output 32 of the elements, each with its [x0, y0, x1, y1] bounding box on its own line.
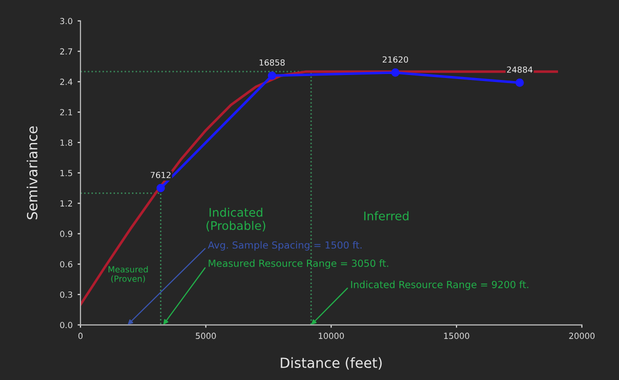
point	[391, 68, 400, 77]
y-tick-label: 2.1	[60, 109, 72, 116]
y-axis-title: Semivariance	[26, 126, 38, 220]
x-tick-label: 0	[78, 332, 83, 339]
annotation: Measured Resource Range = 3050 ft.	[208, 259, 388, 269]
y-tick-label: 3.0	[60, 18, 72, 24]
point	[156, 184, 165, 192]
annotation: Indicated (Probable)	[206, 208, 266, 232]
annotation: Indicated Resource Range = 9200 ft.	[351, 280, 528, 290]
y-tick-label: 0.9	[60, 230, 72, 237]
y-tick-label: 0.6	[60, 261, 72, 268]
annotation: 21620	[382, 56, 408, 63]
y-tick-label: 1.5	[60, 170, 72, 176]
y-tick-label: 1.2	[60, 200, 72, 206]
point	[268, 71, 276, 80]
annotation: 24884	[507, 66, 532, 73]
point	[516, 78, 524, 87]
y-tick-label: 2.7	[60, 48, 72, 54]
x-tick-label: 5000	[196, 332, 216, 339]
y-tick-label: 0.0	[60, 322, 72, 328]
annotation: Avg. Sample Spacing = 1500 ft.	[208, 241, 362, 251]
y-tick-label: 1.8	[60, 139, 72, 146]
y-tick-label: 2.4	[60, 78, 72, 85]
annotation: Inferred	[364, 211, 408, 220]
x-tick-label: 15000	[444, 332, 470, 339]
x-tick-label: 10000	[318, 332, 344, 339]
x-axis-title: Distance (feet)	[280, 357, 382, 370]
y-tick-label: 0.3	[60, 291, 72, 298]
annotation: 16858	[260, 59, 285, 66]
annotation: 7612	[150, 172, 170, 178]
x-tick-label: 20000	[569, 332, 595, 339]
annotation: Measured (Proven)	[108, 266, 148, 283]
